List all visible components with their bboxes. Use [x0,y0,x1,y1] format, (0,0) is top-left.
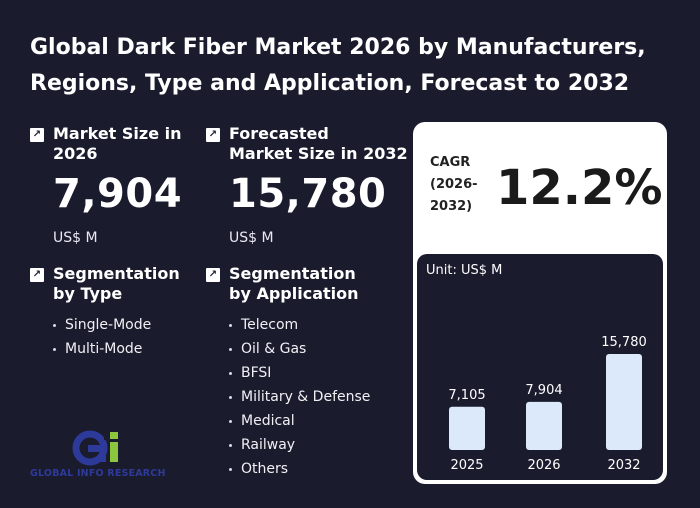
title-line-2: Regions, Type and Application, Forecast … [30,71,630,96]
value-label-2032: 15,780 [601,335,647,350]
market-size-value: 7,904 [53,171,183,217]
forecast-unit: US$ M [229,230,274,246]
bar-2026 [526,401,562,450]
cagr-label: CAGR (2026- 2032) [430,155,478,214]
logo-mark-icon [72,430,118,466]
forecast-label: Forecasted Market Size in 2032 [229,124,408,163]
page-title: Global Dark Fiber Market 2026 by Manufac… [30,30,670,102]
arrow-up-right-icon: ↗ [30,128,44,142]
list-item: Railway [229,433,370,457]
seg-app-list: Telecom Oil & Gas BFSI Military & Defens… [229,313,370,481]
list-item: Single-Mode [53,313,151,337]
market-size-block: ↗ Market Size in 2026 [30,124,182,164]
bar-2032 [606,354,642,450]
seg-type-list: Single-Mode Multi-Mode [53,313,151,361]
cagr-value: 12.2% [496,160,663,216]
title-line-1: Global Dark Fiber Market 2026 by Manufac… [30,35,646,60]
list-item: Military & Defense [229,385,370,409]
logo: GLOBAL INFO RESEARCH [30,428,175,488]
arrow-up-right-icon: ↗ [206,128,220,142]
arrow-up-right-icon: ↗ [30,268,44,282]
chart-unit-label: Unit: US$ M [426,263,503,278]
list-item: Telecom [229,313,370,337]
seg-app-block: ↗ Segmentation by Application [206,264,359,304]
list-item: Medical [229,409,370,433]
value-label-2026: 7,904 [525,383,562,398]
list-item: Oil & Gas [229,337,370,361]
forecast-value: 15,780 [229,171,387,217]
logo-text: GLOBAL INFO RESEARCH [30,468,166,479]
category-label-2025: 2025 [450,458,483,473]
market-size-label: Market Size in 2026 [53,124,182,163]
arrow-up-right-icon: ↗ [206,268,220,282]
seg-type-block: ↗ Segmentation by Type [30,264,180,304]
market-size-unit: US$ M [53,230,98,246]
bar-2025 [449,406,485,450]
bar-chart-card: Unit: US$ M 7,105 2025 7,904 2026 15,780 2032 [417,254,663,480]
value-label-2025: 7,105 [448,388,485,403]
list-item: BFSI [229,361,370,385]
list-item: Others [229,457,370,481]
category-label-2026: 2026 [527,458,560,473]
cagr-card: CAGR (2026- 2032) 12.2% Unit: US$ M 7,10… [413,122,667,484]
seg-type-label: Segmentation by Type [53,264,180,303]
bar-chart: 7,105 2025 7,904 2026 15,780 2032 [448,335,647,473]
forecast-block: ↗ Forecasted Market Size in 2032 [206,124,408,164]
category-label-2032: 2032 [607,458,640,473]
list-item: Multi-Mode [53,337,151,361]
seg-app-label: Segmentation by Application [229,264,359,303]
